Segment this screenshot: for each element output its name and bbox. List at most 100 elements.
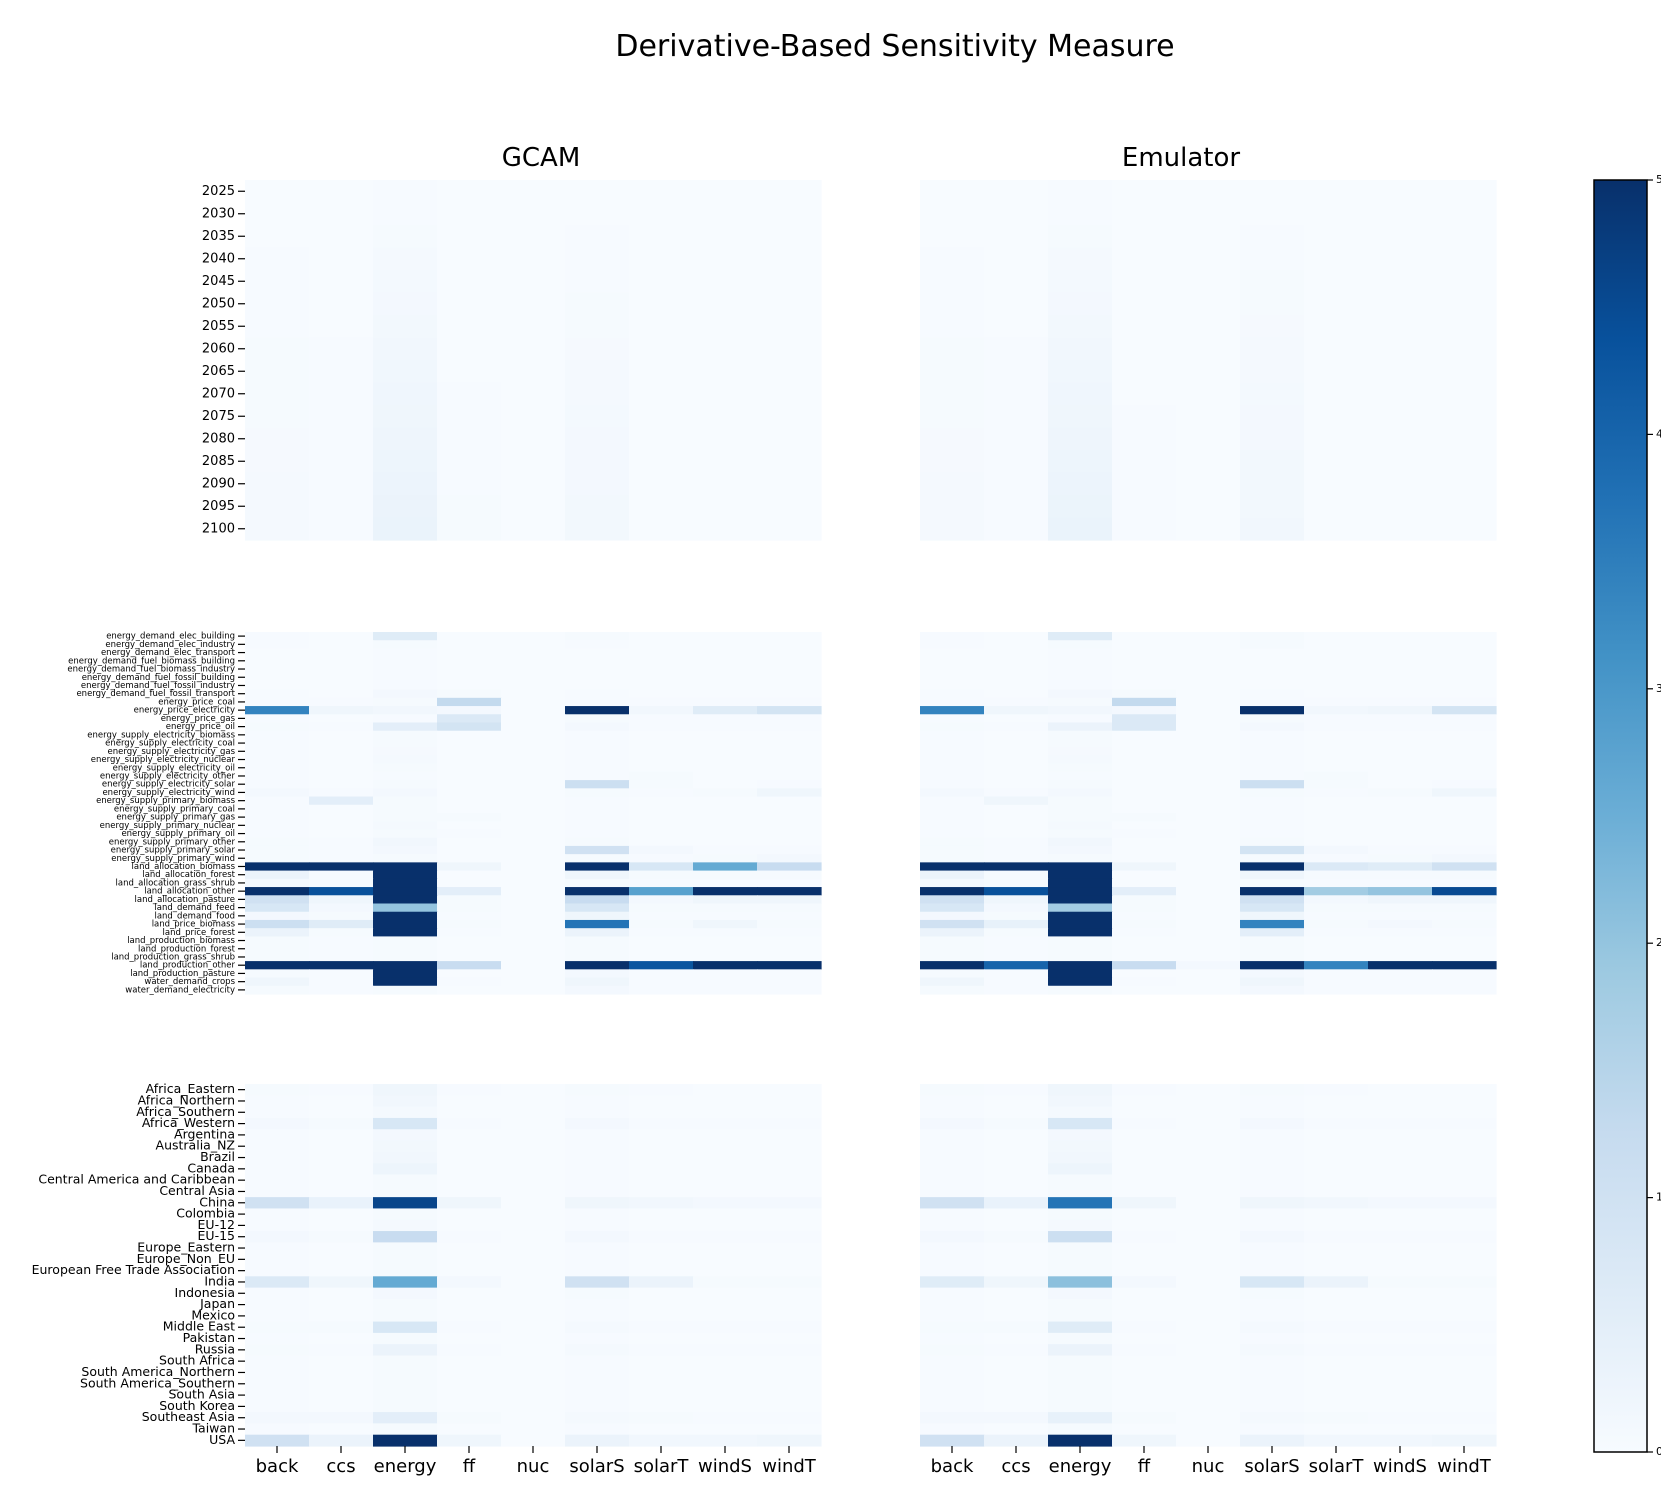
cell-outputs-emulator-29-1 [984, 870, 1049, 880]
cell-outputs-emulator-8-3 [1112, 697, 1177, 707]
cell-outputs-gcam-12-0 [245, 730, 310, 740]
cell-outputs-gcam-2-4 [501, 648, 566, 658]
cell-outputs-gcam-35-4 [501, 919, 566, 929]
cell-regions-emulator-24-2 [1048, 1355, 1113, 1368]
cell-years-gcam-7-8 [757, 337, 822, 361]
cell-outputs-gcam-42-0 [245, 977, 310, 987]
cell-outputs-emulator-10-6 [1304, 714, 1369, 724]
y-tick-label-outputs-35: land_price_biomass [152, 920, 236, 930]
cell-outputs-emulator-18-2 [1048, 780, 1113, 789]
cell-regions-gcam-20-2 [373, 1310, 438, 1323]
cell-regions-emulator-5-0 [920, 1140, 985, 1153]
cell-regions-emulator-7-1 [984, 1163, 1049, 1176]
y-tick-label-regions-14: Europe_Eastern [137, 1240, 235, 1255]
cell-regions-emulator-20-5 [1240, 1310, 1305, 1323]
cell-outputs-emulator-8-2 [1048, 697, 1113, 707]
cell-regions-gcam-19-2 [373, 1298, 438, 1311]
cell-years-gcam-13-3 [437, 472, 502, 496]
cell-outputs-emulator-5-5 [1240, 673, 1305, 682]
cell-years-gcam-9-7 [693, 382, 758, 406]
cell-years-gcam-1-1 [309, 202, 374, 226]
cell-outputs-emulator-11-7 [1368, 722, 1433, 732]
cell-outputs-emulator-28-0 [920, 862, 985, 872]
cell-regions-gcam-4-0 [245, 1129, 310, 1142]
cell-regions-gcam-9-7 [693, 1185, 758, 1198]
cell-regions-emulator-7-5 [1240, 1163, 1305, 1176]
cell-outputs-emulator-15-7 [1368, 755, 1433, 765]
cell-outputs-emulator-13-5 [1240, 738, 1305, 748]
cell-years-gcam-2-7 [693, 225, 758, 249]
cell-outputs-emulator-26-8 [1432, 845, 1497, 855]
cell-outputs-gcam-42-5 [565, 977, 630, 987]
cell-regions-emulator-20-1 [984, 1310, 1049, 1323]
cell-outputs-gcam-10-0 [245, 714, 310, 724]
cell-years-emulator-0-7 [1368, 180, 1433, 204]
cell-outputs-gcam-3-7 [693, 656, 758, 666]
cell-regions-gcam-28-0 [245, 1400, 310, 1413]
cell-years-emulator-0-5 [1240, 180, 1305, 204]
cell-outputs-emulator-9-3 [1112, 706, 1177, 715]
cell-outputs-gcam-23-8 [757, 821, 822, 831]
cell-years-emulator-6-0 [920, 315, 985, 339]
cell-regions-emulator-17-6 [1304, 1276, 1369, 1289]
cell-outputs-gcam-8-8 [757, 697, 822, 707]
cell-regions-gcam-27-2 [373, 1389, 438, 1402]
cell-regions-emulator-0-2 [1048, 1084, 1113, 1096]
cell-outputs-emulator-26-6 [1304, 845, 1369, 855]
cell-years-gcam-11-3 [437, 427, 502, 451]
cell-outputs-emulator-10-8 [1432, 714, 1497, 724]
cell-regions-gcam-3-1 [309, 1117, 374, 1130]
x-tick-label-gcam-ccs: ccs [326, 1456, 355, 1477]
cell-outputs-emulator-22-8 [1432, 813, 1497, 822]
cell-outputs-gcam-21-1 [309, 804, 374, 814]
cell-outputs-emulator-20-3 [1112, 796, 1177, 806]
cell-outputs-emulator-36-1 [984, 928, 1049, 938]
cell-regions-gcam-10-2 [373, 1197, 438, 1210]
cell-years-gcam-9-0 [245, 382, 310, 406]
cell-outputs-emulator-11-3 [1112, 722, 1177, 732]
cell-outputs-emulator-33-7 [1368, 903, 1433, 913]
cell-regions-emulator-1-1 [984, 1095, 1049, 1108]
cell-regions-gcam-3-6 [629, 1117, 694, 1130]
cell-regions-gcam-31-5 [565, 1434, 630, 1447]
cell-outputs-gcam-17-0 [245, 771, 310, 781]
cell-outputs-gcam-40-4 [501, 961, 566, 970]
cell-regions-emulator-28-6 [1304, 1400, 1369, 1413]
cell-outputs-gcam-31-8 [757, 887, 822, 896]
cell-outputs-gcam-19-5 [565, 788, 630, 798]
cell-years-gcam-11-4 [501, 427, 566, 451]
cell-years-emulator-3-1 [984, 247, 1049, 271]
cell-regions-gcam-2-1 [309, 1106, 374, 1119]
cell-outputs-emulator-6-3 [1112, 681, 1177, 691]
y-tick-label-outputs-42: water_demand_crops [144, 977, 235, 987]
y-tick-label-regions-5: Australia_NZ [156, 1138, 235, 1153]
cell-outputs-emulator-33-2 [1048, 903, 1113, 913]
cell-regions-emulator-23-7 [1368, 1344, 1433, 1357]
y-tick-label-years-10: 2075 [202, 409, 235, 424]
cell-outputs-emulator-29-5 [1240, 870, 1305, 880]
y-tick-label-years-12: 2085 [202, 454, 235, 469]
cell-regions-emulator-21-6 [1304, 1321, 1369, 1334]
cell-regions-emulator-21-1 [984, 1321, 1049, 1334]
cell-outputs-gcam-20-7 [693, 796, 758, 806]
cell-regions-gcam-15-1 [309, 1253, 374, 1266]
y-tick-label-regions-20: Mexico [191, 1307, 235, 1322]
cell-outputs-gcam-26-2 [373, 845, 438, 855]
cell-outputs-emulator-21-7 [1368, 804, 1433, 814]
y-tick-label-outputs-6: energy_demand_fuel_fossil_industry [81, 681, 235, 691]
cell-outputs-emulator-19-5 [1240, 788, 1305, 798]
cell-outputs-emulator-28-4 [1176, 862, 1241, 872]
cell-regions-gcam-8-8 [757, 1174, 822, 1187]
cell-regions-emulator-14-7 [1368, 1242, 1433, 1255]
cell-outputs-gcam-4-3 [437, 664, 502, 674]
cell-regions-gcam-18-3 [437, 1287, 502, 1300]
cell-regions-emulator-2-2 [1048, 1106, 1113, 1119]
cell-years-gcam-0-4 [501, 180, 566, 204]
cell-regions-gcam-27-3 [437, 1389, 502, 1402]
cell-outputs-gcam-43-7 [693, 985, 758, 995]
cell-regions-gcam-14-6 [629, 1242, 694, 1255]
cell-regions-emulator-19-1 [984, 1298, 1049, 1311]
cell-outputs-emulator-35-5 [1240, 919, 1305, 929]
cell-regions-emulator-27-1 [984, 1389, 1049, 1402]
cell-outputs-emulator-5-4 [1176, 673, 1241, 682]
